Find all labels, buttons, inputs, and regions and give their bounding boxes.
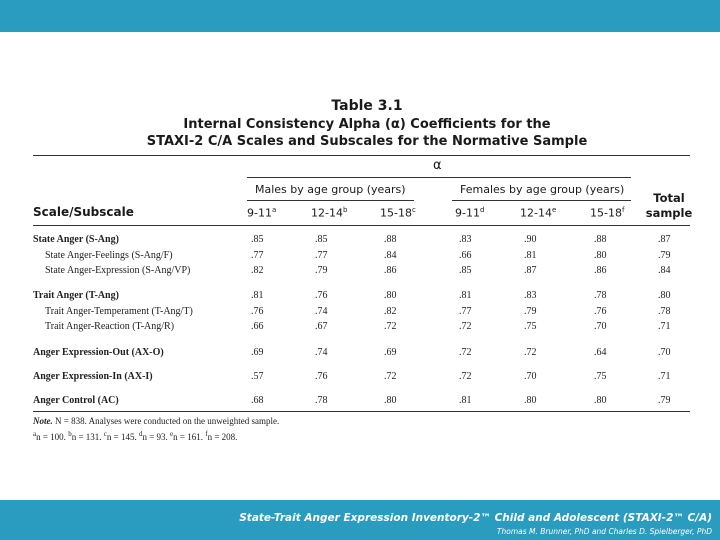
table-cell: .83 [524, 290, 537, 301]
table-cell: .72 [459, 321, 472, 332]
table-cell: .78 [315, 395, 328, 406]
footer-title: State-Trait Anger Expression Inventory-2… [239, 512, 712, 524]
table-cell: .74 [315, 306, 328, 317]
table-cell: .77 [251, 250, 264, 261]
top-banner [0, 0, 720, 32]
scale-label: Anger Expression-Out (AX-O) [33, 347, 164, 358]
table-cell: .90 [524, 234, 537, 245]
table-cell: .76 [315, 371, 328, 382]
table-bottom-rule [33, 411, 690, 412]
scale-label: Anger Control (AC) [33, 395, 119, 406]
table-cell: .74 [315, 347, 328, 358]
table-cell: .81 [459, 290, 472, 301]
scale-label: Trait Anger (T-Ang) [33, 290, 119, 301]
table-cell: .64 [594, 347, 607, 358]
table-cell: .70 [524, 371, 537, 382]
table-cell: .70 [594, 321, 607, 332]
table-title-line2: STAXI-2 C/A Scales and Subscales for the… [146, 134, 588, 149]
table-cell: .79 [658, 250, 671, 261]
table-cell: .71 [658, 321, 671, 332]
table-cell: .72 [459, 347, 472, 358]
column-header-males-0: 9-11a [247, 206, 277, 220]
total-header-line1: Total [653, 191, 685, 205]
table-cell: .79 [658, 395, 671, 406]
subscale-label: Trait Anger-Temperament (T-Ang/T) [45, 306, 193, 317]
total-header-line2: sample [645, 206, 693, 220]
table-cell: .80 [384, 395, 397, 406]
table-cell: .69 [384, 347, 397, 358]
column-header-males-1: 12-14b [311, 206, 348, 220]
table-cell: .81 [524, 250, 537, 261]
table-cell: .78 [594, 290, 607, 301]
bottom-banner [0, 500, 720, 540]
scale-label: Anger Expression-In (AX-I) [33, 371, 153, 382]
table-top-rule [33, 155, 690, 156]
table-cell: .68 [251, 395, 264, 406]
females-span-rule [452, 200, 631, 201]
footer-authors: Thomas M. Brunner, PhD and Charles D. Sp… [496, 527, 712, 536]
subscale-label: State Anger-Feelings (S-Ang/F) [45, 250, 173, 261]
table-cell: .78 [658, 306, 671, 317]
table-cell: .72 [384, 371, 397, 382]
table-cell: .77 [315, 250, 328, 261]
table-cell: .66 [251, 321, 264, 332]
table-cell: .85 [251, 234, 264, 245]
table-title-line1: Internal Consistency Alpha (α) Coefficie… [183, 117, 551, 132]
table-cell: .80 [658, 290, 671, 301]
alpha-span-rule [247, 177, 631, 178]
males-span-rule [247, 200, 414, 201]
table-cell: .69 [251, 347, 264, 358]
table-cell: .87 [524, 265, 537, 276]
table-cell: .70 [658, 347, 671, 358]
table-cell: .82 [251, 265, 264, 276]
table-cell: .79 [524, 306, 537, 317]
subscale-label: State Anger-Expression (S-Ang/VP) [45, 265, 191, 276]
table-footnote: an = 100. bn = 131. cn = 145. dn = 93. e… [33, 430, 238, 442]
table-cell: .80 [524, 395, 537, 406]
females-group-header: Females by age group (years) [460, 183, 625, 196]
table-cell: .85 [459, 265, 472, 276]
subscale-label: Trait Anger-Reaction (T-Ang/R) [45, 321, 175, 332]
table-cell: .81 [251, 290, 264, 301]
column-header-males-2: 15-18c [380, 206, 416, 220]
table-cell: .71 [658, 371, 671, 382]
table-cell: .88 [594, 234, 607, 245]
column-header-females-0: 9-11d [455, 206, 485, 220]
header-bottom-rule [33, 225, 690, 226]
table-cell: .76 [315, 290, 328, 301]
column-header-females-1: 12-14e [520, 206, 557, 220]
scale-subscale-header: Scale/Subscale [33, 205, 134, 219]
table-cell: .83 [459, 234, 472, 245]
table-cell: .76 [594, 306, 607, 317]
table-cell: .88 [384, 234, 397, 245]
table-cell: .75 [594, 371, 607, 382]
table-cell: .67 [315, 321, 328, 332]
table-cell: .80 [594, 250, 607, 261]
table-cell: .85 [315, 234, 328, 245]
scale-label: State Anger (S-Ang) [33, 234, 119, 245]
table-cell: .72 [384, 321, 397, 332]
table-cell: .72 [459, 371, 472, 382]
table-cell: .75 [524, 321, 537, 332]
table-cell: .82 [384, 306, 397, 317]
table-cell: .66 [459, 250, 472, 261]
table-note: Note. N = 838. Analyses were conducted o… [33, 416, 280, 426]
table-cell: .80 [594, 395, 607, 406]
table-cell: .57 [251, 371, 264, 382]
table-cell: .80 [384, 290, 397, 301]
table-number: Table 3.1 [331, 98, 403, 114]
table-cell: .86 [594, 265, 607, 276]
table-cell: .81 [459, 395, 472, 406]
table-cell: .79 [315, 265, 328, 276]
table-cell: .72 [524, 347, 537, 358]
table-cell: .84 [384, 250, 397, 261]
table-cell: .84 [658, 265, 671, 276]
table-cell: .77 [459, 306, 472, 317]
table-cell: .76 [251, 306, 264, 317]
table-cell: .86 [384, 265, 397, 276]
table-cell: .87 [658, 234, 671, 245]
alpha-header: α [433, 158, 442, 173]
column-header-females-2: 15-18f [590, 206, 625, 220]
males-group-header: Males by age group (years) [255, 183, 406, 196]
